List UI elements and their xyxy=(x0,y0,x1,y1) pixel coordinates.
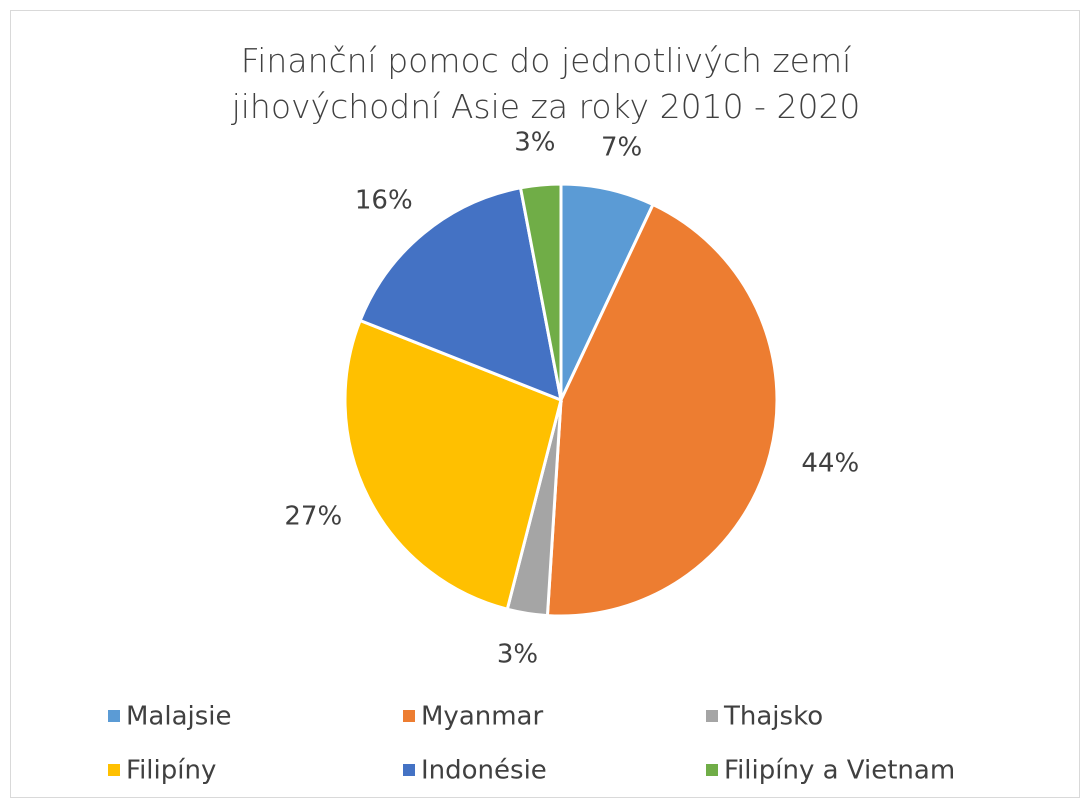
pie-slice xyxy=(545,202,779,618)
chart-frame xyxy=(10,10,1080,798)
pie-slice xyxy=(343,318,563,612)
legend-label: Myanmar xyxy=(421,702,543,732)
data-label: 3% xyxy=(497,639,538,669)
legend-swatch xyxy=(403,710,415,722)
legend-swatch xyxy=(108,710,120,722)
data-label: 7% xyxy=(601,133,642,163)
legend-swatch xyxy=(706,764,718,776)
legend-label: Indonésie xyxy=(421,756,547,786)
legend-label: Malajsie xyxy=(126,702,232,732)
chart-title: Finanční pomoc do jednotlivých zemí jiho… xyxy=(231,41,861,126)
data-label: 44% xyxy=(801,449,859,479)
data-label: 16% xyxy=(355,186,413,216)
legend-label: Filipíny a Vietnam xyxy=(724,756,955,786)
legend-swatch xyxy=(403,764,415,776)
legend-swatch xyxy=(108,764,120,776)
data-label: 27% xyxy=(284,502,342,532)
legend-label: Filipíny xyxy=(126,756,216,786)
data-label: 3% xyxy=(514,128,555,158)
pie-slice xyxy=(518,182,563,401)
legend-swatch xyxy=(706,710,718,722)
pie-slice xyxy=(358,186,563,403)
legend-label: Thajsko xyxy=(723,702,823,732)
